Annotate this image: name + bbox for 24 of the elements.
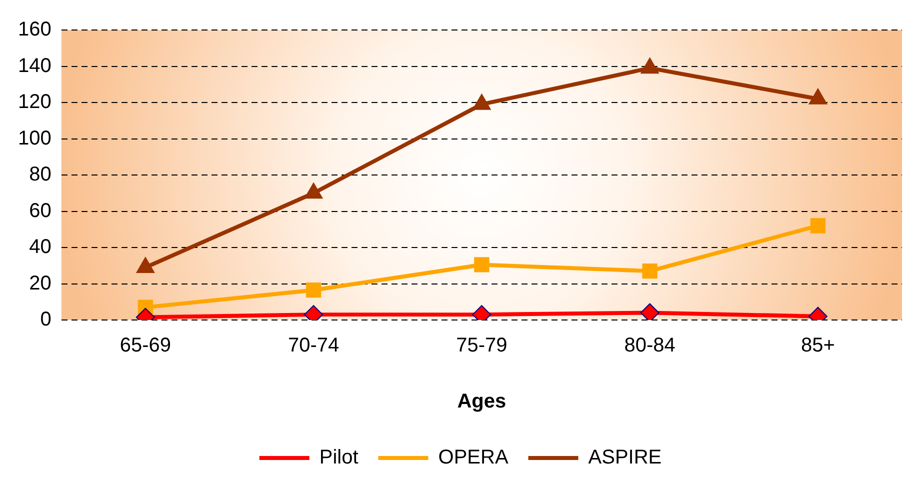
y-tick-label: 120 bbox=[18, 91, 52, 114]
point bbox=[136, 256, 155, 273]
y-tick-label: 60 bbox=[29, 200, 52, 222]
y-tick-label: 0 bbox=[40, 308, 52, 331]
legend-label: OPERA bbox=[438, 446, 509, 469]
x-tick-label: 75-79 bbox=[456, 334, 508, 357]
x-tick-label: 70-74 bbox=[288, 334, 340, 357]
x-axis-title: Ages bbox=[457, 390, 506, 413]
x-tick-label: 80-84 bbox=[624, 334, 676, 357]
y-tick-label: 100 bbox=[18, 127, 52, 150]
x-tick-label: 65-69 bbox=[120, 334, 172, 357]
y-tick-label: 160 bbox=[18, 18, 52, 41]
x-tick-label: 85+ bbox=[800, 334, 835, 357]
point bbox=[304, 182, 323, 199]
point bbox=[472, 94, 491, 110]
legend-label: ASPIRE bbox=[588, 446, 662, 469]
y-tick-label: 140 bbox=[18, 54, 52, 77]
y-tick-label: 40 bbox=[29, 236, 52, 258]
y-tick-label: 20 bbox=[29, 272, 52, 294]
point bbox=[640, 303, 660, 320]
point bbox=[640, 58, 659, 74]
y-tick-label: 80 bbox=[29, 164, 52, 186]
legend-label: Pilot bbox=[319, 446, 359, 469]
point bbox=[808, 88, 828, 104]
